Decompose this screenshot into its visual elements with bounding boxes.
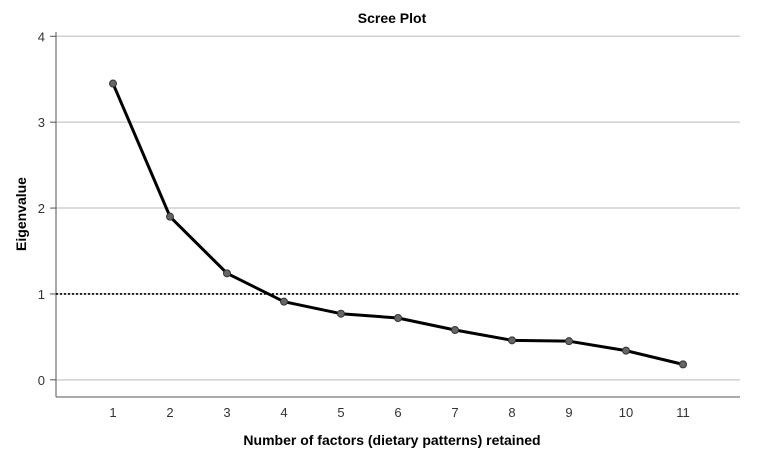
axes xyxy=(50,32,740,398)
y-tick-label: 0 xyxy=(38,373,45,388)
x-tick-label: 1 xyxy=(109,405,116,420)
x-axis-title: Number of factors (dietary patterns) ret… xyxy=(243,432,540,448)
y-axis-title: Eigenvalue xyxy=(13,177,29,251)
y-tick-label: 3 xyxy=(38,115,45,130)
data-point xyxy=(166,212,174,221)
x-tick-label: 3 xyxy=(223,405,230,420)
data-point xyxy=(508,336,516,345)
x-tick-label: 11 xyxy=(676,405,690,420)
x-tick-label: 5 xyxy=(337,405,344,420)
tick-labels: 0 1 2 3 4 1 2 3 4 5 6 7 8 9 10 11 xyxy=(38,29,690,420)
series-group xyxy=(109,79,687,369)
grid-lines xyxy=(56,35,740,381)
data-point xyxy=(394,313,402,322)
data-point xyxy=(280,297,288,306)
data-point xyxy=(622,346,630,355)
x-tick-label: 9 xyxy=(565,405,572,420)
y-tick-label: 1 xyxy=(38,287,45,302)
data-point xyxy=(565,337,573,346)
data-point xyxy=(109,79,117,88)
x-tick-label: 2 xyxy=(166,405,173,420)
data-point xyxy=(679,360,687,369)
x-tick-label: 8 xyxy=(508,405,515,420)
series-line xyxy=(111,82,685,366)
x-tick-label: 7 xyxy=(451,405,458,420)
data-point xyxy=(223,269,231,278)
x-tick-label: 6 xyxy=(394,405,401,420)
data-point xyxy=(451,326,459,335)
chart-title: Scree Plot xyxy=(358,10,427,26)
data-point xyxy=(337,309,345,318)
y-tick-label: 2 xyxy=(38,201,45,216)
x-tick-label: 10 xyxy=(619,405,633,420)
y-tick-label: 4 xyxy=(38,29,45,44)
x-tick-label: 4 xyxy=(280,405,287,420)
